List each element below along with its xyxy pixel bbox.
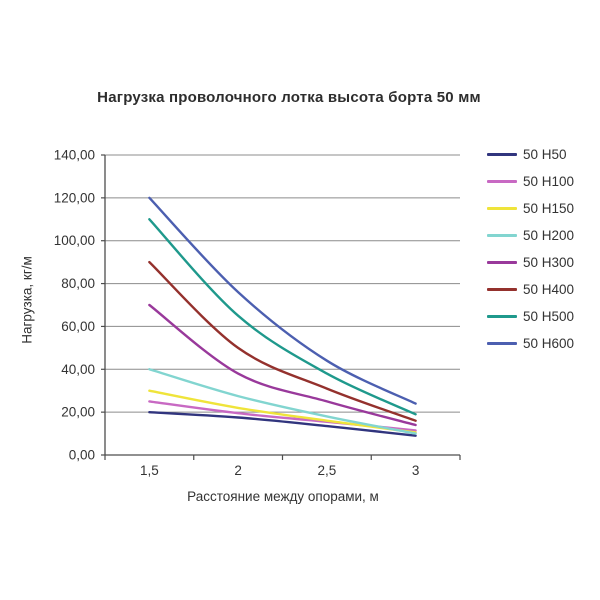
chart-title: Нагрузка проволочного лотка высота борта… <box>97 89 481 106</box>
legend-label: 50 Н300 <box>523 254 575 270</box>
legend-swatch-icon <box>487 260 517 264</box>
legend-label: 50 Н50 <box>523 146 567 162</box>
legend-label: 50 Н100 <box>523 173 575 189</box>
legend-item: 50 Н300 <box>487 254 575 270</box>
legend-item: 50 Н100 <box>487 173 575 189</box>
legend-item: 50 Н600 <box>487 335 575 351</box>
legend-label: 50 Н150 <box>523 200 575 216</box>
legend-swatch-icon <box>487 179 517 183</box>
legend: 50 Н50 50 Н100 50 Н150 50 Н200 50 Н300 50 Н40… <box>487 146 575 351</box>
legend-swatch-icon <box>487 341 517 345</box>
legend-item: 50 Н50 <box>487 146 574 162</box>
series-line <box>148 368 417 435</box>
legend-swatch-icon <box>487 206 517 210</box>
x-tick-label: 1,5 <box>140 463 159 478</box>
y-tick-label: 40,00 <box>61 362 95 377</box>
y-tick-label: 100,00 <box>54 233 95 248</box>
series-line <box>148 410 417 437</box>
series-line <box>148 196 417 405</box>
y-tick-label: 80,00 <box>61 276 95 291</box>
series-line <box>148 260 417 422</box>
series-line <box>148 218 417 416</box>
series-line <box>148 303 417 427</box>
legend-swatch-icon <box>487 287 517 291</box>
y-tick-label: 140,00 <box>54 148 95 163</box>
x-axis-title: Расстояние между опорами, м <box>187 489 379 504</box>
legend-label: 50 Н200 <box>523 227 575 243</box>
legend-swatch-icon <box>487 152 517 156</box>
x-tick-label: 2 <box>234 463 242 478</box>
legend-item: 50 Н200 <box>487 227 575 243</box>
x-tick-label: 3 <box>412 463 420 478</box>
y-tick-label: 0,00 <box>69 448 95 463</box>
legend-swatch-icon <box>487 233 517 237</box>
legend-label: 50 Н600 <box>523 335 575 351</box>
x-tick-label: 2,5 <box>317 463 336 478</box>
legend-swatch-icon <box>487 314 517 318</box>
y-tick-label: 120,00 <box>54 190 95 205</box>
legend-item: 50 Н150 <box>487 200 575 216</box>
legend-item: 50 Н400 <box>487 281 575 297</box>
y-tick-label: 60,00 <box>61 319 95 334</box>
legend-label: 50 Н500 <box>523 308 575 324</box>
legend-label: 50 Н400 <box>523 281 575 297</box>
y-tick-label: 20,00 <box>61 405 95 420</box>
legend-item: 50 Н500 <box>487 308 575 324</box>
